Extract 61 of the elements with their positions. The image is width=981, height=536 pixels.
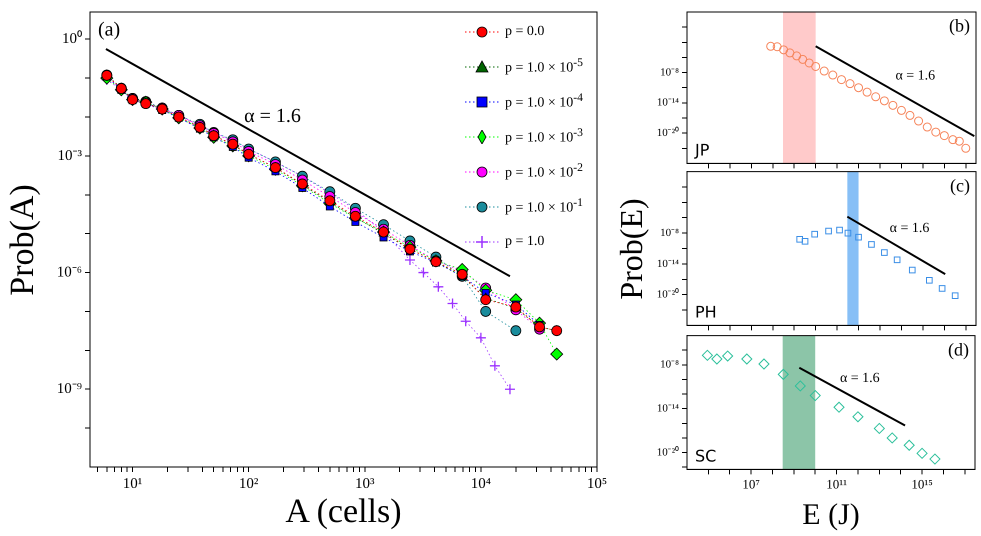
- legend-label: p = 0.0: [505, 24, 544, 40]
- x-tick-label: 10¹⁵: [911, 476, 933, 492]
- x-axis-title: A (cells): [285, 493, 402, 530]
- point: [811, 62, 820, 71]
- y-tick-label: 10⁻³: [58, 148, 82, 164]
- point: [922, 122, 932, 132]
- x-tick-label: 10¹: [122, 476, 142, 492]
- y-tick-label: 10⁻⁶: [56, 264, 82, 280]
- point: [846, 79, 855, 88]
- y-axis-title: Prob(A): [4, 184, 41, 296]
- annotation: PH: [695, 302, 717, 322]
- y-tick-label: 10⁻¹⁴: [656, 258, 680, 270]
- legend-label: p = 1.0 × 10$^{-4}$: [505, 91, 584, 112]
- y-tick-label: 10⁻⁸: [660, 66, 680, 78]
- point: [931, 128, 940, 137]
- x-tick-label: 10²: [238, 476, 259, 492]
- point: [836, 75, 846, 84]
- annotation: (a): [98, 18, 120, 40]
- annotation: α = 1.6: [895, 68, 936, 84]
- x-tick-label: 10⁵: [586, 476, 608, 492]
- annotation: α = 1.6: [890, 221, 930, 236]
- annotation: (c): [950, 175, 970, 196]
- legend-label: p = 1.0: [505, 234, 544, 250]
- point: [888, 100, 898, 110]
- point: [828, 70, 838, 80]
- annotation: (b): [949, 16, 970, 36]
- point: [940, 131, 949, 140]
- annotation: JP: [694, 140, 710, 160]
- x-tick-label: 10⁷: [742, 476, 760, 492]
- x-tick-label: 10¹¹: [826, 476, 848, 492]
- y-tick-label: 10⁻²⁰: [656, 288, 679, 301]
- x-axis-title: E (J): [802, 498, 860, 531]
- point: [896, 106, 906, 115]
- y-tick-label: 10⁻⁸: [660, 358, 680, 371]
- point: [880, 96, 889, 106]
- y-axis-title: Prob(E): [613, 198, 649, 300]
- annotation: SC: [695, 446, 716, 466]
- point: [804, 58, 814, 68]
- point: [871, 92, 880, 102]
- legend-label: p = 1.0 × 10$^{-3}$: [505, 126, 584, 147]
- point: [820, 66, 829, 76]
- y-tick-label: 10⁻²⁰: [656, 445, 679, 458]
- annotation: (d): [948, 339, 969, 360]
- annotation: α = 1.6: [840, 371, 880, 386]
- legend-label: p = 1.0 × 10$^{-5}$: [505, 56, 584, 77]
- y-tick-label: 10⁻¹⁴: [656, 96, 680, 109]
- y-tick-label: 10⁻⁸: [660, 227, 680, 240]
- x-tick-label: 10⁴: [470, 476, 492, 492]
- point: [862, 88, 872, 97]
- point: [914, 116, 924, 126]
- point: [948, 135, 958, 144]
- point: [854, 83, 864, 92]
- point: [905, 110, 914, 120]
- y-tick-label: 10⁰: [62, 30, 82, 48]
- legend-label: p = 1.0 × 10$^{-2}$: [505, 161, 584, 182]
- annotation: α = 1.6: [244, 104, 301, 127]
- legend-label: p = 1.0 × 10$^{-1}$: [505, 196, 584, 217]
- y-tick-label: 10⁻²⁰: [656, 126, 679, 140]
- y-tick-label: 10⁻¹⁴: [656, 402, 680, 415]
- x-tick-label: 10³: [355, 476, 376, 492]
- y-tick-label: 10⁻⁹: [56, 381, 82, 398]
